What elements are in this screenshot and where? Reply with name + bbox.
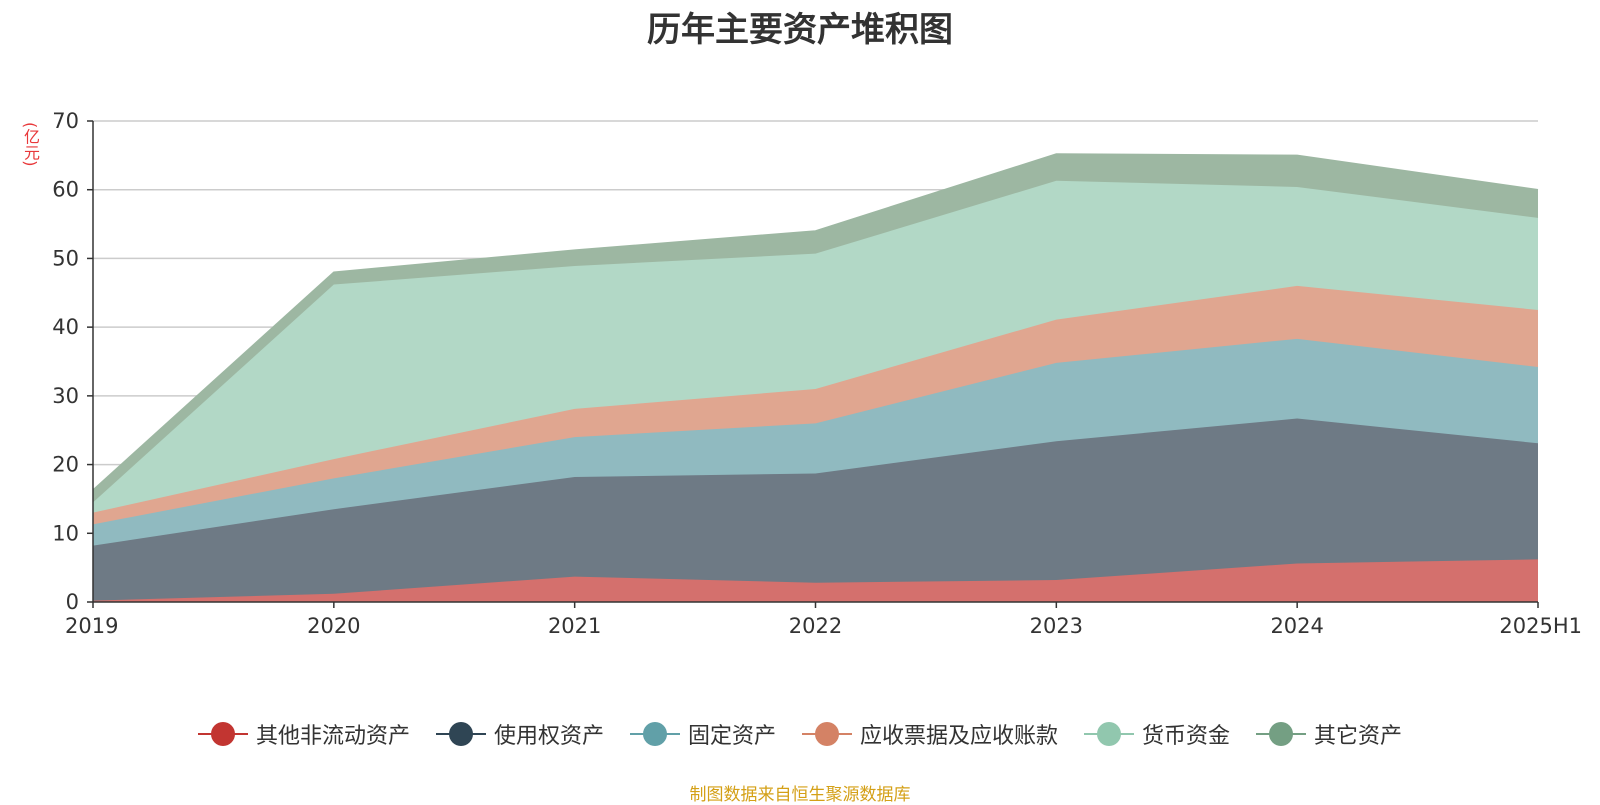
legend-marker-icon <box>1084 722 1135 746</box>
area-series-1[interactable] <box>93 418 1538 601</box>
legend-marker-icon <box>1256 722 1307 746</box>
y-tick-label: 50 <box>52 246 79 270</box>
x-tick-label: 2021 <box>548 614 601 638</box>
legend-label: 使用权资产 <box>493 724 604 749</box>
y-tick-label: 30 <box>52 384 79 408</box>
y-tick-label: 60 <box>52 178 79 202</box>
y-axis-unit: (亿元) <box>21 122 40 167</box>
stacked-areas <box>92 153 1539 602</box>
x-tick-label: 2020 <box>307 614 360 638</box>
legend-marker-icon <box>629 722 680 746</box>
legend-marker-icon <box>802 722 852 746</box>
area-series-4[interactable] <box>93 180 1538 513</box>
legend-marker-icon <box>197 722 248 746</box>
axes: 0 10 20 30 40 50 60 70 2019 2020 2021 2022 2023 2024 2… <box>52 109 1582 638</box>
legend-item[interactable]: 应收票据及应收账款 <box>802 718 1058 750</box>
area-series-3[interactable] <box>93 285 1538 525</box>
legend-label: 固定资产 <box>687 724 776 749</box>
area-series-0[interactable] <box>93 559 1538 602</box>
y-tick-label: 70 <box>52 109 79 133</box>
legend-marker-icon <box>435 722 486 746</box>
y-tick-label: 10 <box>52 521 79 545</box>
legend-item[interactable]: 货币资金 <box>1084 718 1230 750</box>
area-series-2[interactable] <box>93 338 1538 546</box>
legend-label: 其它资产 <box>1314 724 1403 749</box>
y-tick-label: 0 <box>66 590 79 614</box>
legend-item[interactable]: 固定资产 <box>629 718 776 750</box>
area-series-5[interactable] <box>93 153 1538 503</box>
legend: 其他非流动资产 使用权资产 固定资产 应收票据及应收账款 货币资金 其它资产 <box>0 718 1600 750</box>
legend-item[interactable]: 使用权资产 <box>435 718 604 750</box>
y-tick-label: 20 <box>52 453 79 477</box>
chart-title: 历年主要资产堆积图 <box>647 10 953 50</box>
legend-item[interactable]: 其他非流动资产 <box>197 718 410 750</box>
x-tick-label: 2024 <box>1270 614 1323 638</box>
y-tick-label: 40 <box>52 315 79 339</box>
legend-item[interactable]: 其它资产 <box>1256 718 1402 750</box>
area-series-5-edge <box>92 153 1539 491</box>
x-tick-label: 2019 <box>65 614 118 638</box>
legend-label: 应收票据及应收账款 <box>860 724 1059 749</box>
legend-label: 其他非流动资产 <box>255 724 410 749</box>
chart-plot: 0 10 20 30 40 50 60 70 2019 2020 2021 2022 2023 2024 2… <box>52 109 1582 638</box>
x-tick-label: 2023 <box>1030 614 1083 638</box>
source-note: 制图数据来自恒生聚源数据库 <box>689 785 911 805</box>
x-tick-label: 2022 <box>789 614 842 638</box>
legend-label: 货币资金 <box>1142 724 1231 749</box>
x-tick-label: 2025H1 <box>1499 614 1582 638</box>
